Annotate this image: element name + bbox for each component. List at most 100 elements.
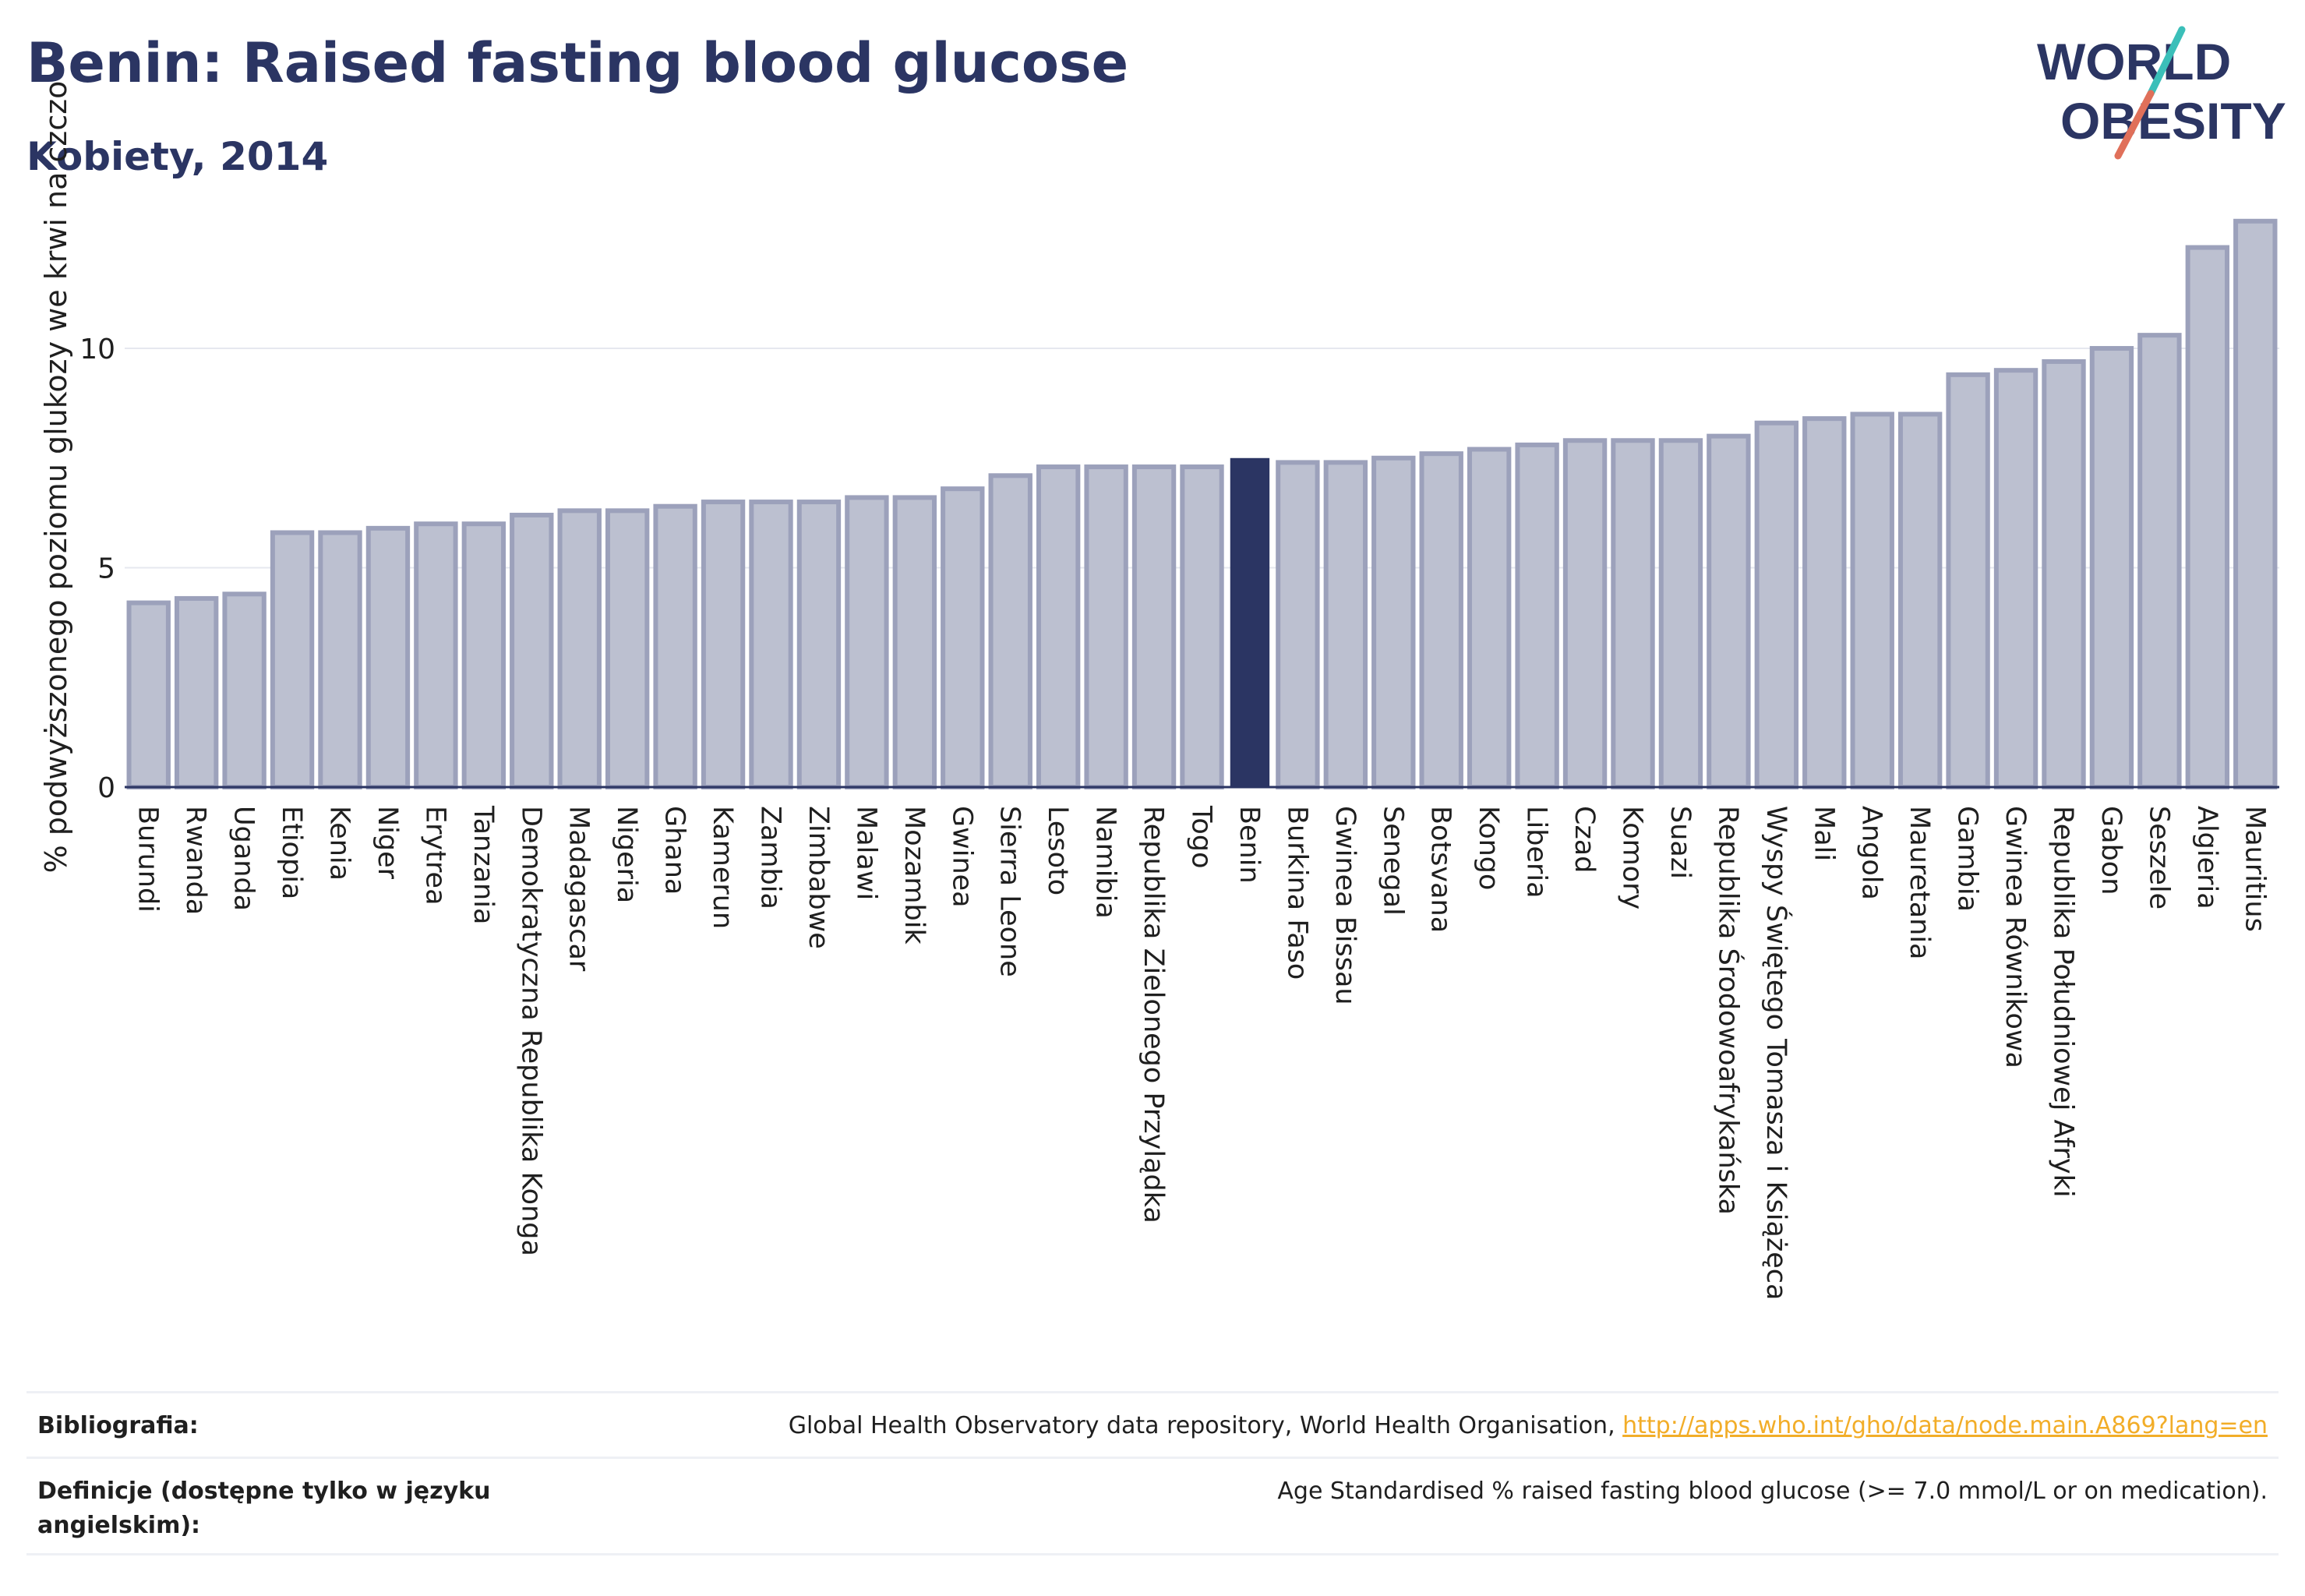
x-tick-label: Erytrea — [419, 806, 450, 906]
bar — [1131, 464, 1177, 789]
bibliography-label: Bibliografia: — [37, 1412, 199, 1439]
x-tick-label: Wyspy Świętego Tomasza i Książęca — [1760, 806, 1793, 1300]
x-tick-label: Angola — [1856, 806, 1887, 900]
bar — [653, 503, 697, 789]
logo-slash-coral — [2114, 90, 2155, 160]
x-tick-label: Etiopia — [276, 806, 307, 899]
x-tick-label: Burkina Faso — [1281, 806, 1312, 980]
x-tick-label: Benin — [1234, 806, 1265, 884]
bar — [1515, 442, 1559, 790]
definitions-label: Definicje (dostępne tylko w języku angie… — [37, 1478, 491, 1539]
x-tick-label: Tanzania — [468, 805, 499, 924]
x-tick-label: Kongo — [1473, 806, 1504, 890]
x-tick-label: Mauritius — [2239, 806, 2270, 932]
x-tick-label: Czad — [1569, 806, 1600, 873]
x-tick-label: Uganda — [228, 806, 259, 911]
bar — [1084, 464, 1128, 789]
bar — [892, 495, 937, 789]
bar — [941, 486, 985, 789]
x-tick-label: Republika Zielonego Przylądka — [1138, 806, 1169, 1223]
y-tick-labels: 0 5 10 — [79, 334, 115, 804]
bar — [1276, 460, 1320, 789]
bar — [2042, 358, 2086, 790]
bar — [1658, 438, 1703, 790]
bibliography-value: Global Health Observatory data repositor… — [789, 1409, 2268, 1443]
y-tick-label: 0 — [97, 772, 115, 804]
bar — [1371, 455, 1416, 789]
bar-highlighted — [1230, 457, 1270, 787]
bar — [1036, 464, 1081, 789]
bar — [1754, 420, 1799, 789]
chart-title: Benin: Raised fasting blood glucose — [26, 31, 1129, 95]
bar — [557, 508, 602, 789]
x-tick-label: Rwanda — [180, 806, 211, 915]
x-tick-label: Republika Środowoafrykańska — [1712, 806, 1745, 1215]
x-tick-label: Gwinea Równikowa — [2000, 806, 2031, 1068]
x-tick-label: Burundi — [132, 806, 164, 913]
x-tick-label: Zambia — [755, 806, 786, 909]
x-tick-label: Gambia — [1952, 806, 1983, 912]
bar — [1467, 447, 1512, 789]
bar — [845, 495, 889, 789]
bar-chart: 0 5 10 Burundi Rwanda Uganda Etiopia Kenia Nige… — [79, 218, 2279, 1300]
logo-word-world: WORLD — [2037, 33, 2231, 90]
bar — [2233, 218, 2278, 789]
definitions-value: Age Standardised % raised fasting blood … — [1277, 1478, 2268, 1505]
x-tick-label: Mozambik — [898, 806, 930, 945]
x-tick-label: Niger — [372, 806, 403, 880]
x-tick-label: Botsvana — [1425, 806, 1456, 933]
bar — [2137, 333, 2182, 790]
footer-bottom-rule — [26, 1553, 2279, 1555]
x-tick-label: Mauretania — [1904, 806, 1935, 960]
bar — [1897, 411, 1943, 790]
x-tick-label: Gwinea Bissau — [1329, 806, 1361, 1005]
bar — [270, 530, 315, 790]
logo-word-obesity: OBESITY — [2060, 92, 2286, 150]
bar — [701, 500, 746, 790]
x-tick-label: Liberia — [1521, 806, 1552, 899]
bar — [796, 500, 842, 790]
bibliography-link[interactable]: http://apps.who.int/gho/data/node.main.A… — [1622, 1412, 2268, 1439]
x-tick-labels: Burundi Rwanda Uganda Etiopia Kenia Niger Eryt… — [132, 805, 2271, 1300]
bar — [1946, 372, 1990, 789]
bar — [1180, 464, 1224, 789]
y-tick-label: 10 — [79, 334, 115, 365]
bar — [2089, 346, 2134, 789]
bar — [749, 500, 793, 790]
bar — [365, 525, 411, 790]
bar — [510, 512, 554, 789]
x-tick-label: Zimbabwe — [803, 806, 834, 949]
x-tick-label: Algieria — [2191, 806, 2222, 909]
bibliography-row: Bibliografia: Global Health Observatory … — [26, 1391, 2279, 1459]
bar — [988, 473, 1032, 790]
bar — [1850, 411, 1894, 790]
x-tick-label: Gabon — [2095, 806, 2127, 895]
x-tick-label: Ghana — [659, 806, 690, 895]
x-tick-label: Mali — [1808, 806, 1839, 861]
x-tick-label: Republika Południowej Afryki — [2048, 806, 2079, 1198]
bar — [1419, 451, 1463, 789]
x-tick-label: Lesoto — [1042, 806, 1073, 895]
x-tick-label: Seszele — [2143, 806, 2174, 909]
x-tick-label: Suazi — [1664, 806, 1696, 879]
x-tick-label: Demokratyczna Republika Konga — [515, 806, 546, 1256]
bar — [1993, 368, 2038, 789]
bar — [318, 530, 362, 790]
definitions-row: Definicje (dostępne tylko w języku angie… — [26, 1457, 2279, 1555]
x-tick-label: Kenia — [324, 806, 355, 881]
bar — [1323, 460, 1368, 789]
bar — [1611, 438, 1655, 790]
x-tick-label: Gwinea — [946, 806, 977, 908]
bar — [1707, 433, 1751, 789]
bar — [605, 508, 650, 789]
bar — [461, 521, 507, 789]
bar — [222, 591, 267, 790]
chart-subtitle: Kobiety, 2014 — [26, 134, 329, 179]
x-tick-label: Togo — [1186, 805, 1217, 868]
logo-slash-teal — [2147, 26, 2186, 97]
bar — [1802, 416, 1847, 789]
bibliography-text: Global Health Observatory data repositor… — [788, 1412, 1623, 1439]
bar — [126, 600, 171, 789]
x-tick-label: Senegal — [1377, 806, 1408, 916]
y-tick-label: 5 — [97, 553, 115, 585]
